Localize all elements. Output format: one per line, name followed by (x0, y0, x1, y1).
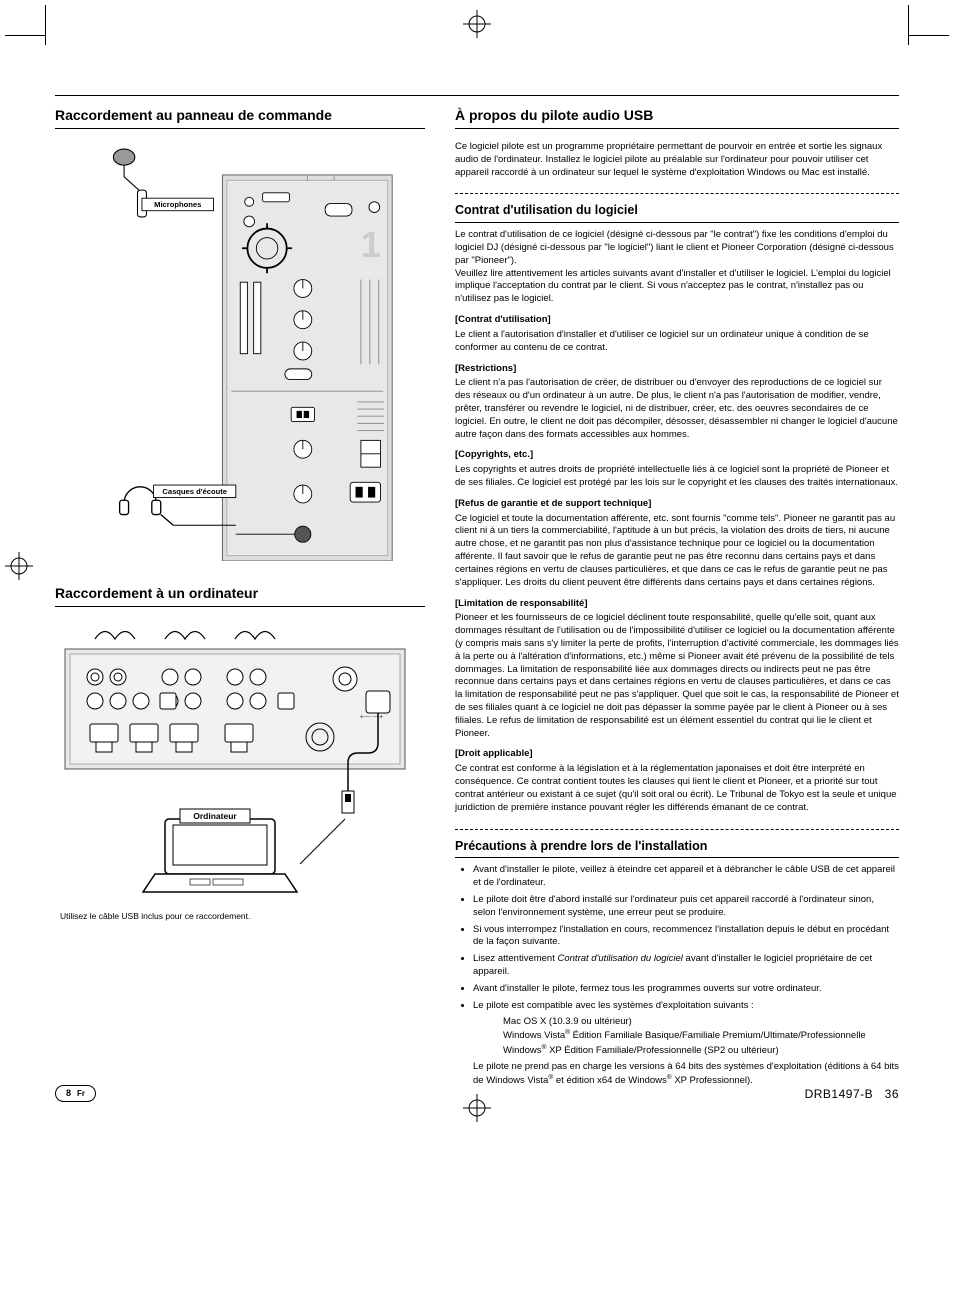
subsection-license: Contrat d'utilisation du logiciel (455, 202, 899, 223)
page-badge: 8 Fr (55, 1085, 96, 1102)
crop-mark (909, 35, 949, 36)
license-intro: Le contrat d'utilisation de ce logiciel … (455, 229, 899, 306)
section-title-panel: Raccordement au panneau de commande (55, 106, 425, 129)
page-number: 8 (66, 1087, 71, 1099)
heading-copyrights: [Copyrights, etc.] (455, 449, 899, 462)
svg-text:Ordinateur: Ordinateur (193, 811, 237, 821)
dashed-separator (455, 193, 899, 194)
page-lang: Fr (77, 1089, 85, 1100)
para-contract: Le client a l'autorisation d'installer e… (455, 329, 899, 355)
registration-mark-left (5, 552, 33, 580)
list-item: Avant d'installer le pilote, veillez à é… (473, 864, 899, 890)
crop-mark (908, 5, 909, 45)
figure-caption: Utilisez le câble USB inclus pour ce rac… (60, 911, 410, 922)
registration-mark-top (463, 10, 491, 38)
section-title-computer: Raccordement à un ordinateur (55, 584, 425, 607)
heading-warranty: [Refus de garantie et de support techniq… (455, 498, 899, 511)
para-liability: Pioneer et les fournisseurs de ce logici… (455, 612, 899, 740)
intro-paragraph: Ce logiciel pilote est un programme prop… (455, 141, 899, 179)
document-code: DRB1497-B 36 (805, 1086, 899, 1102)
section-title-usb-driver: À propos du pilote audio USB (455, 106, 899, 129)
figure-rear-panel: ⟵⟶ Ordinateur Utilisez le câble (60, 619, 410, 923)
list-item: Le pilote est compatible avec les systèm… (473, 1000, 899, 1088)
os-item: Windows® XP Édition Familiale/Profession… (503, 1044, 899, 1058)
para-restrictions: Le client n'a pas l'autorisation de crée… (455, 377, 899, 441)
para-law: Ce contrat est conforme à la législation… (455, 763, 899, 814)
crop-mark (45, 5, 46, 45)
heading-law: [Droit applicable] (455, 748, 899, 761)
precautions-list: Avant d'installer le pilote, veillez à é… (455, 864, 899, 1088)
svg-text:Microphones: Microphones (154, 200, 201, 209)
dashed-separator (455, 829, 899, 830)
heading-restrictions: [Restrictions] (455, 363, 899, 376)
list-item: Lisez attentivement Contrat d'utilisatio… (473, 953, 899, 979)
os-item: Mac OS X (10.3.9 ou ultérieur) (503, 1016, 899, 1029)
list-item: Avant d'installer le pilote, fermez tous… (473, 983, 899, 996)
heading-contract: [Contrat d'utilisation] (455, 314, 899, 327)
figure-control-panel: Microphones 1 (75, 141, 410, 566)
svg-text:1: 1 (361, 225, 381, 265)
crop-mark (5, 35, 45, 36)
svg-text:Casques d'écoute: Casques d'écoute (162, 487, 227, 496)
para-copyrights: Les copyrights et autres droits de propr… (455, 464, 899, 490)
subsection-precautions: Précautions à prendre lors de l'installa… (455, 838, 899, 859)
os-item: Windows Vista® Édition Familiale Basique… (503, 1029, 899, 1043)
svg-text:⟵⟶: ⟵⟶ (360, 712, 383, 721)
para-warranty: Ce logiciel et toute la documentation af… (455, 513, 899, 590)
list-item: Le pilote doit être d'abord installé sur… (473, 894, 899, 920)
os-note: Le pilote ne prend pas en charge les ver… (473, 1061, 899, 1088)
heading-liability: [Limitation de responsabilité] (455, 598, 899, 611)
list-item: Si vous interrompez l'installation en co… (473, 924, 899, 950)
top-rule (55, 95, 899, 96)
